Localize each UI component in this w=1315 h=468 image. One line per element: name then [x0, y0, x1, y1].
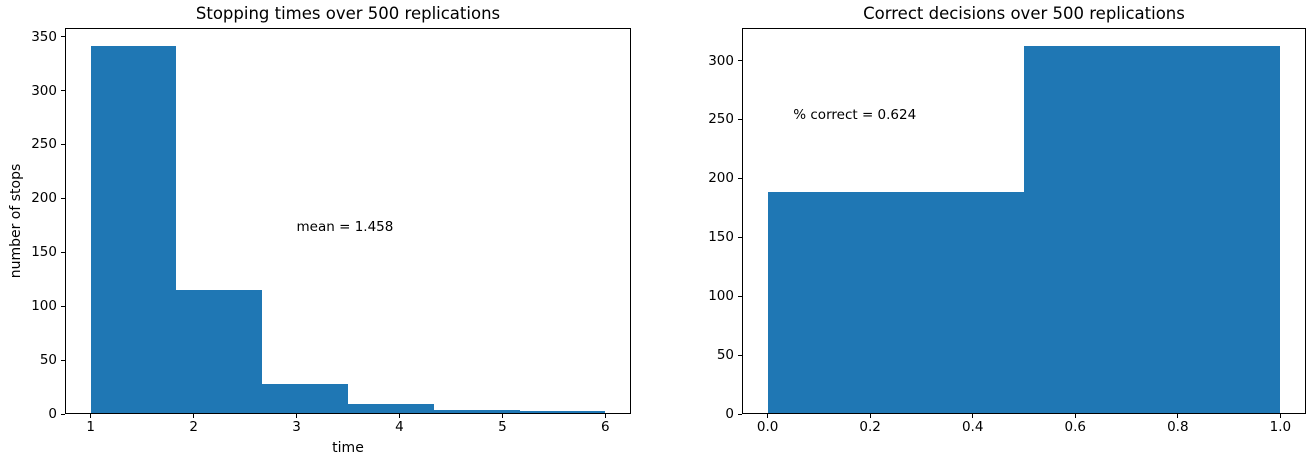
y-tick-mark [738, 177, 742, 179]
y-tick-mark [61, 197, 65, 199]
y-tick-mark [738, 295, 742, 297]
histogram-bar [767, 192, 1024, 413]
y-tick-label: 300 [31, 82, 57, 99]
y-tick-label: 150 [708, 229, 734, 246]
chart-title: Stopping times over 500 replications [195, 4, 501, 23]
y-tick-label: 50 [39, 352, 57, 369]
y-tick-mark [61, 90, 65, 92]
x-tick-label: 2 [189, 419, 198, 435]
y-tick-label: 0 [48, 406, 57, 422]
y-tick-label: 200 [708, 170, 734, 187]
y-tick-mark [738, 413, 742, 415]
x-tick-label: 0.2 [859, 419, 881, 435]
y-tick-label: 50 [716, 347, 734, 364]
x-tick-mark [1074, 414, 1076, 418]
y-tick-mark [61, 251, 65, 253]
x-tick-mark [869, 414, 871, 418]
histogram-bar [176, 290, 263, 413]
histogram-bar [90, 46, 177, 413]
x-tick-label: 4 [395, 419, 404, 435]
x-tick-mark [296, 414, 298, 418]
y-tick-mark [738, 60, 742, 62]
y-tick-mark [738, 236, 742, 238]
y-tick-mark [738, 354, 742, 356]
y-tick-label: 250 [708, 111, 734, 128]
x-tick-mark [501, 414, 503, 418]
x-tick-label: 0.0 [756, 419, 779, 435]
x-tick-mark [1177, 414, 1179, 418]
y-tick-label: 0 [725, 406, 734, 422]
y-tick-label: 150 [31, 244, 57, 261]
y-tick-mark [738, 118, 742, 120]
x-tick-label: 1.0 [1269, 419, 1292, 435]
y-tick-label: 250 [31, 136, 57, 153]
x-tick-label: 3 [292, 419, 301, 435]
x-tick-mark [193, 414, 195, 418]
x-tick-mark [398, 414, 400, 418]
x-axis-label: time [332, 440, 364, 456]
x-tick-mark [90, 414, 92, 418]
histogram-bar [433, 409, 520, 413]
x-tick-mark [1279, 414, 1281, 418]
plot-area [65, 28, 631, 414]
y-tick-mark [61, 143, 65, 145]
histogram-bar [1024, 46, 1281, 413]
y-tick-mark [61, 413, 65, 415]
y-tick-label: 350 [31, 28, 57, 45]
y-tick-mark [61, 36, 65, 38]
x-tick-label: 0.4 [961, 419, 984, 435]
plot-area [742, 28, 1306, 414]
x-tick-label: 1 [86, 419, 96, 435]
y-tick-mark [61, 305, 65, 307]
x-tick-mark [972, 414, 974, 418]
mean-annotation: mean = 1.458 [296, 218, 394, 235]
x-tick-label: 0.6 [1064, 419, 1086, 435]
y-tick-label: 100 [708, 288, 734, 305]
x-tick-mark [767, 414, 769, 418]
histogram-bar [262, 383, 348, 413]
y-tick-label: 200 [31, 190, 57, 207]
histogram-bar [519, 410, 606, 413]
x-tick-label: 0.8 [1167, 419, 1189, 435]
y-tick-mark [61, 359, 65, 361]
y-tick-label: 100 [31, 298, 57, 315]
x-tick-mark [604, 414, 606, 418]
x-tick-label: 6 [600, 419, 610, 435]
chart-title: Correct decisions over 500 replications [863, 4, 1185, 23]
y-tick-label: 300 [708, 52, 734, 69]
histogram-bar [348, 404, 434, 413]
x-tick-label: 5 [498, 419, 507, 435]
percent-correct-annotation: % correct = 0.624 [793, 107, 917, 124]
